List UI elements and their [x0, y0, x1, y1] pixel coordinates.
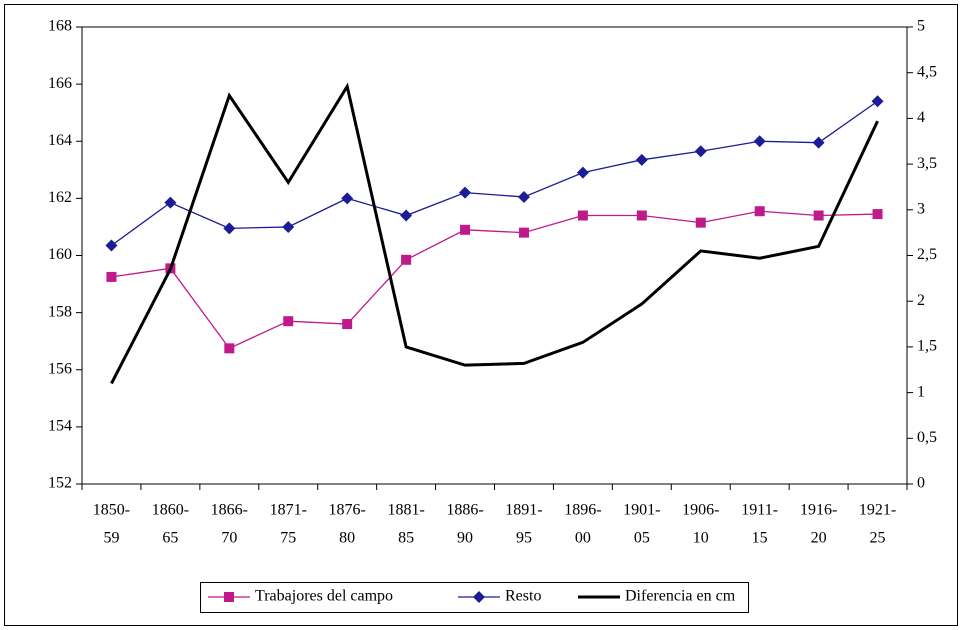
x-tick-label: 85	[398, 530, 414, 547]
x-tick-label: 1896-	[564, 502, 601, 519]
x-tick-label: 1881-	[387, 502, 424, 519]
point	[694, 145, 707, 158]
x-tick-label: 10	[693, 530, 709, 547]
point	[400, 209, 413, 222]
point	[223, 222, 236, 235]
y2-tick-label: 4,5	[917, 63, 937, 80]
point	[871, 95, 884, 108]
point	[224, 343, 235, 354]
point	[812, 136, 825, 149]
point	[518, 227, 529, 238]
x-tick-label: 1906-	[682, 502, 719, 519]
y-tick-label: 166	[48, 75, 72, 92]
point	[872, 209, 883, 220]
x-tick-label: 80	[339, 530, 355, 547]
x-tick-label: 25	[870, 530, 886, 547]
x-tick-label: 1891-	[505, 502, 542, 519]
point	[282, 220, 295, 233]
legend-label: Resto	[505, 588, 541, 605]
point	[105, 239, 118, 252]
y-tick-label: 168	[48, 18, 72, 35]
point	[106, 271, 117, 282]
x-tick-label: 1921-	[859, 502, 896, 519]
y-tick-label: 158	[48, 303, 72, 320]
x-tick-label: 59	[103, 530, 119, 547]
point	[341, 192, 354, 205]
series-line	[110, 82, 879, 385]
legend-label: Diferencia en cm	[625, 588, 736, 605]
y-tick-label: 154	[48, 418, 72, 435]
y2-tick-label: 1,5	[917, 338, 937, 355]
point	[635, 153, 648, 166]
legend-label: Trabajores del campo	[255, 588, 393, 605]
point	[164, 196, 177, 209]
y2-tick-label: 1	[917, 383, 925, 400]
x-tick-label: 65	[162, 530, 178, 547]
x-tick-label: 1901-	[623, 502, 660, 519]
point	[577, 210, 588, 221]
point	[576, 166, 589, 179]
point	[460, 224, 471, 235]
y2-tick-label: 2,5	[917, 246, 937, 263]
point	[813, 210, 824, 221]
x-tick-label: 1866-	[211, 502, 248, 519]
y2-tick-label: 0	[917, 475, 925, 492]
y2-tick-label: 3,5	[917, 155, 937, 172]
x-tick-label: 70	[221, 530, 237, 547]
x-tick-label: 1850-	[93, 502, 130, 519]
plot-area	[81, 26, 908, 485]
point	[636, 210, 647, 221]
x-tick-label: 1871-	[270, 502, 307, 519]
y2-tick-label: 3	[917, 200, 925, 217]
legend-marker	[224, 592, 234, 602]
y2-tick-label: 4	[917, 109, 925, 126]
point	[342, 319, 353, 330]
x-tick-label: 1886-	[446, 502, 483, 519]
frame	[4, 4, 958, 626]
y-tick-label: 152	[48, 475, 72, 492]
y-tick-label: 162	[48, 189, 72, 206]
y2-tick-label: 5	[917, 18, 925, 35]
y-tick-label: 160	[48, 246, 72, 263]
point	[753, 135, 766, 148]
legend-marker	[473, 591, 485, 603]
point	[401, 254, 412, 265]
y-tick-label: 164	[48, 132, 72, 149]
x-tick-label: 20	[811, 530, 827, 547]
x-tick-label: 00	[575, 530, 591, 547]
x-tick-label: 95	[516, 530, 532, 547]
y2-tick-label: 0,5	[917, 429, 937, 446]
x-tick-label: 05	[634, 530, 650, 547]
y2-tick-label: 2	[917, 292, 925, 309]
point	[283, 316, 294, 327]
x-tick-label: 1911-	[741, 502, 778, 519]
x-tick-label: 90	[457, 530, 473, 547]
point	[695, 217, 706, 228]
point	[754, 206, 765, 217]
x-tick-label: 1860-	[152, 502, 189, 519]
series-line	[111, 100, 878, 247]
legend-box	[200, 582, 749, 613]
y-tick-label: 156	[48, 360, 72, 377]
point	[459, 186, 472, 199]
point	[517, 190, 530, 203]
x-tick-label: 1916-	[800, 502, 837, 519]
x-tick-label: 75	[280, 530, 296, 547]
x-tick-label: 15	[752, 530, 768, 547]
x-tick-label: 1876-	[329, 502, 366, 519]
series-line	[111, 210, 878, 350]
